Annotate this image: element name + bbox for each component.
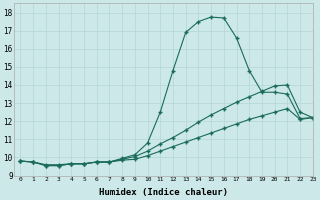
X-axis label: Humidex (Indice chaleur): Humidex (Indice chaleur)	[99, 188, 228, 197]
